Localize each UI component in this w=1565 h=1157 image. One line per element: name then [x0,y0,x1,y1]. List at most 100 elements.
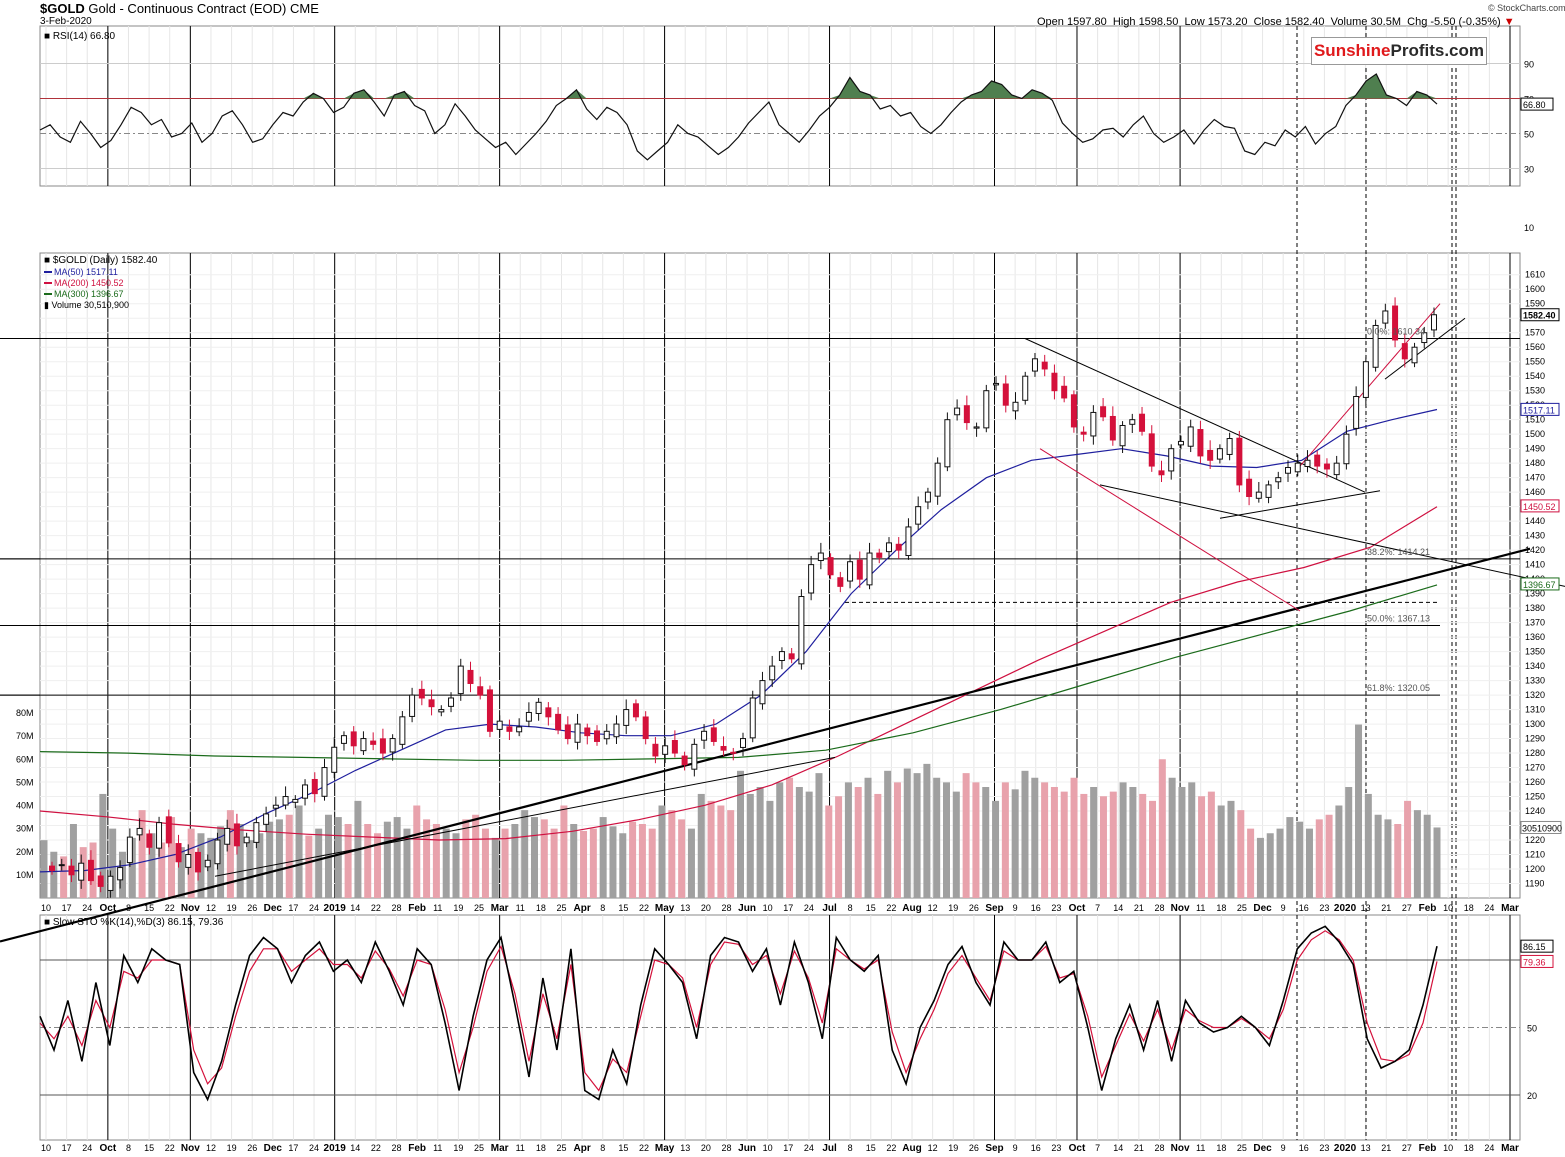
x-tick-label: 22 [371,1143,381,1153]
candle-body [1216,448,1223,460]
candle-body [1236,437,1243,486]
candle-body [555,713,562,731]
volume-bar [275,819,283,898]
x-tick-label: 19 [453,1143,463,1153]
candle-body [1109,415,1116,441]
x-tick-label: 22 [165,903,175,913]
volume-bar [982,787,990,898]
candle-body [1207,449,1214,461]
candle-body [895,543,902,551]
candle-body [311,778,318,795]
volume-bar [226,810,234,898]
x-tick-label: 17 [783,1143,793,1153]
volume-bar [864,777,872,898]
volume-bar [1335,805,1343,898]
candle-body [1323,463,1330,470]
volume-bar [69,824,77,898]
candle-body [233,823,240,847]
open-value: 1597.80 [1066,16,1107,28]
volume-bar [844,782,852,898]
price-tick-label: 1500 [1525,429,1545,439]
x-tick-label: 18 [536,903,546,913]
candle-body [457,665,464,695]
sto-tick-label: 50 [1527,1024,1537,1034]
price-tag [1520,499,1560,513]
x-tick-label: 15 [144,1143,154,1153]
x-tick-label: 22 [886,1143,896,1153]
volume-tick-label: 60M [16,754,34,764]
x-tick-label: 24 [1484,903,1494,913]
x-tick-label: Dec [1253,1143,1272,1154]
price-legend: ■ $GOLD (Daily) 1582.40 [44,255,158,266]
volume-bar [609,826,617,898]
volume-bar [884,770,892,898]
volume-bar [50,851,58,898]
candle-body [263,813,270,825]
change-label: Chg [1407,16,1428,28]
x-tick-label: 12 [928,903,938,913]
x-tick-label: 18 [1464,1143,1474,1153]
volume-bar [1237,810,1245,898]
candle-body [778,651,785,661]
red-rising-line [1299,303,1441,467]
volume-bar [1031,777,1039,898]
candle-body [379,738,386,754]
candle-body [808,564,815,594]
price-tick-label: 1220 [1525,835,1545,845]
candle-body [1197,429,1204,457]
x-tick-label: 15 [618,903,628,913]
x-tick-label: 14 [350,903,360,913]
price-tick-label: 1250 [1525,792,1545,802]
ticker-description: Gold - Continuous Contract (EOD) [88,1,287,16]
x-tick-label: 24 [309,903,319,913]
candle-body [1285,467,1292,474]
candle-body [1372,324,1379,368]
volume-tick-label: 70M [16,731,34,741]
candle-body [564,724,571,740]
x-tick-label: 2020 [1334,903,1357,914]
x-tick-label: 8 [600,1143,605,1153]
x-tick-label: 25 [556,903,566,913]
candle-body [1314,454,1321,467]
x-tick-label: Jul [822,903,837,914]
x-tick-label: May [655,1143,675,1154]
candle-body [87,859,94,882]
x-tick-label: 20 [701,903,711,913]
x-tick-label: 8 [848,1143,853,1153]
x-tick-label: 24 [309,1143,319,1153]
x-tick-label: Feb [1419,903,1437,914]
x-tick-label: Nov [181,903,200,914]
candle-body [535,701,542,714]
candle-body [1177,440,1184,446]
x-tick-label: 12 [928,1143,938,1153]
volume-bar [60,856,68,898]
volume-bar [1404,800,1412,898]
candle-body [963,405,970,424]
price-tick-label: 1270 [1525,763,1545,773]
volume-bar [1266,833,1274,898]
volume-bar [835,796,843,898]
volume-bar [344,824,352,898]
volume-bar [805,791,813,898]
volume-bar [364,824,372,898]
volume-bar [1433,827,1441,898]
candle-body [759,680,766,705]
candle-body [78,862,85,881]
trendline-thin [214,756,836,877]
x-tick-label: 18 [1216,903,1226,913]
volume-bar [893,782,901,898]
candle-body [730,751,737,754]
ma-line-1 [39,506,1438,841]
volume-bar [168,817,176,898]
candle-body [1022,375,1029,401]
x-tick-label: 21 [1134,1143,1144,1153]
x-tick-label: 24 [804,903,814,913]
volume-bar [717,805,725,898]
volume-bar [305,835,313,898]
candle-body [1100,406,1107,418]
x-tick-label: Apr [573,1143,590,1154]
x-tick-label: 22 [886,903,896,913]
x-tick-label: 25 [556,1143,566,1153]
candle-body [156,822,163,849]
volume-bar [256,833,264,898]
